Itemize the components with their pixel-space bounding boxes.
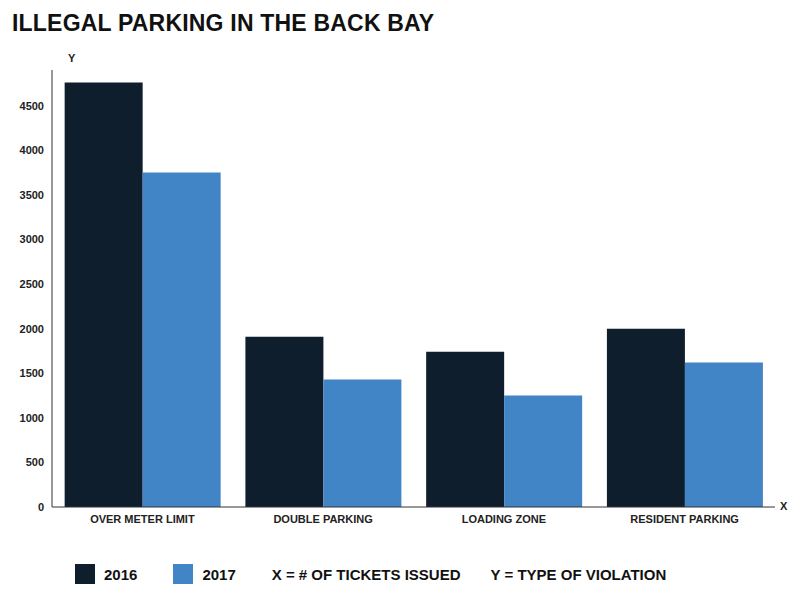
html-text:Y = TYPE OF VIOLATION: Y = TYPE OF VIOLATION bbox=[490, 565, 667, 583]
html-text:X: X bbox=[780, 500, 788, 512]
svg-text:2000: 2000 bbox=[20, 323, 44, 335]
svg-text:3000: 3000 bbox=[20, 233, 44, 245]
svg-text:4000: 4000 bbox=[20, 144, 44, 156]
svg-text:OVER METER LIMIT: OVER METER LIMIT bbox=[90, 513, 195, 525]
svg-text:0: 0 bbox=[38, 501, 44, 513]
html-text:Y: Y bbox=[68, 52, 76, 64]
html-text:2017: 2017 bbox=[202, 565, 236, 583]
svg-text:1000: 1000 bbox=[20, 412, 44, 424]
html-text:X = # OF TICKETS ISSUED: X = # OF TICKETS ISSUED bbox=[271, 565, 461, 583]
svg-text:4500: 4500 bbox=[20, 100, 44, 112]
svg-text:2500: 2500 bbox=[20, 278, 44, 290]
html-text:ILLEGAL PARKING IN THE BACK BA: ILLEGAL PARKING IN THE BACK BAY bbox=[12, 10, 435, 36]
svg-text:RESIDENT PARKING: RESIDENT PARKING bbox=[630, 513, 739, 525]
html-text:2016: 2016 bbox=[104, 565, 138, 583]
svg-text:500: 500 bbox=[26, 456, 44, 468]
svg-text:1500: 1500 bbox=[20, 367, 44, 379]
svg-text:LOADING ZONE: LOADING ZONE bbox=[462, 513, 546, 525]
svg-text:3500: 3500 bbox=[20, 189, 44, 201]
svg-text:DOUBLE PARKING: DOUBLE PARKING bbox=[273, 513, 372, 525]
